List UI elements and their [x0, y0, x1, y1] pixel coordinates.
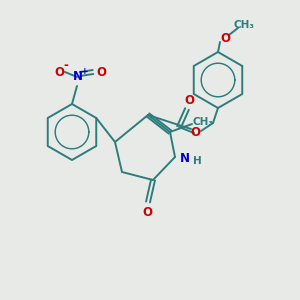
Text: O: O: [184, 94, 194, 107]
Text: CH₃: CH₃: [193, 117, 214, 127]
Text: +: +: [81, 68, 89, 76]
Text: N: N: [73, 70, 83, 83]
Text: O: O: [220, 32, 230, 44]
Text: CH₃: CH₃: [233, 20, 254, 30]
Text: O: O: [96, 65, 106, 79]
Text: N: N: [180, 152, 190, 166]
Text: O: O: [54, 65, 64, 79]
Text: -: -: [64, 59, 68, 73]
Text: O: O: [142, 206, 152, 218]
Text: H: H: [193, 156, 201, 166]
Text: O: O: [190, 127, 200, 140]
